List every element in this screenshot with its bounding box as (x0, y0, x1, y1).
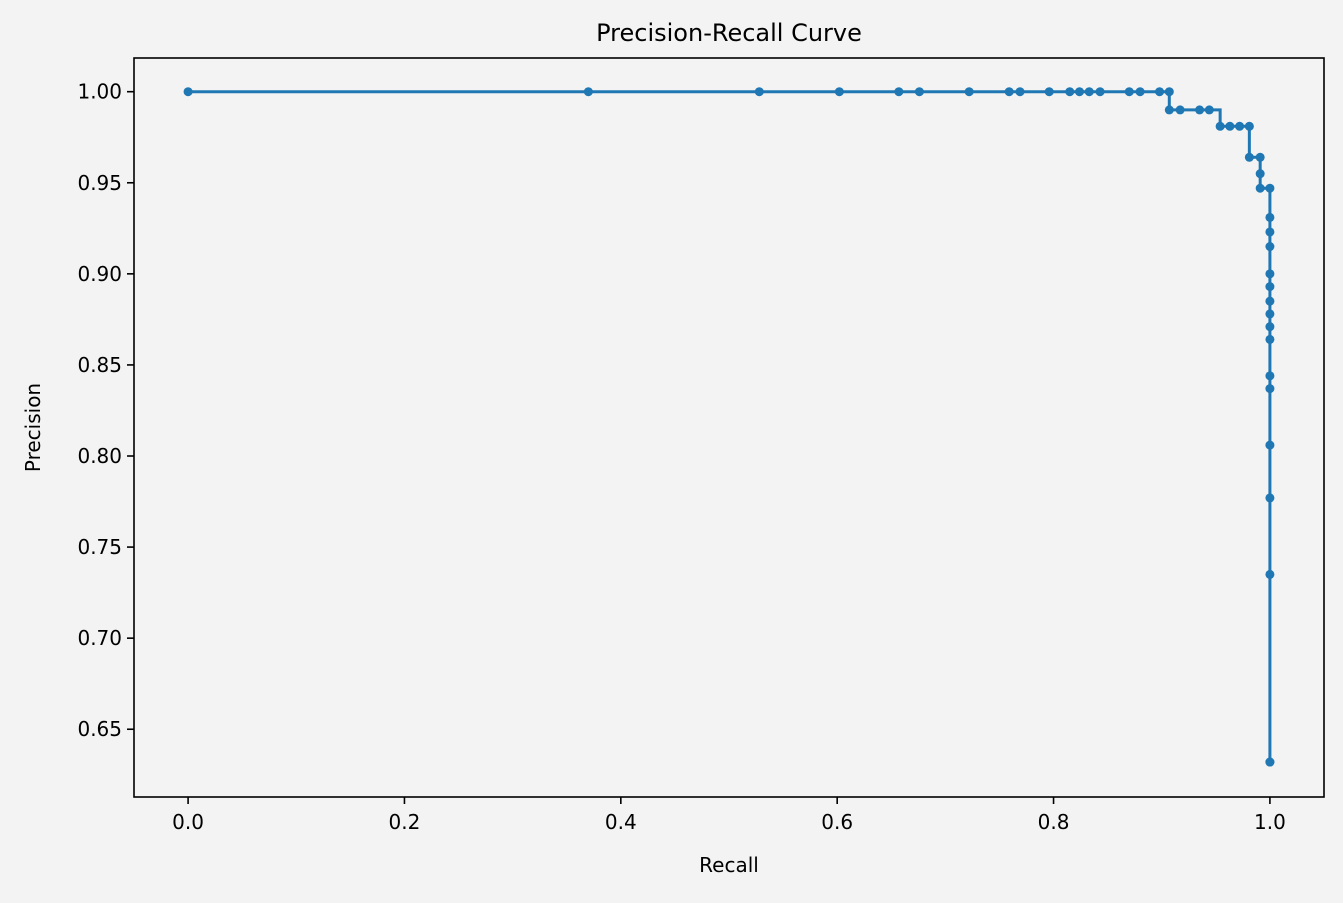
pr-curve-point (583, 87, 593, 97)
pr-curve-point (894, 87, 904, 97)
pr-curve-point (1155, 87, 1165, 97)
pr-curve-point (1004, 87, 1014, 97)
x-tick-label: 1.0 (1254, 810, 1286, 834)
pr-curve-point (1265, 371, 1275, 381)
pr-curve-point (1265, 384, 1275, 394)
pr-curve-point (1044, 87, 1054, 97)
chart-title: Precision-Recall Curve (596, 19, 862, 47)
pr-curve-point (1215, 121, 1225, 131)
pr-curve-point (1095, 87, 1105, 97)
y-tick-label: 0.70 (77, 626, 122, 650)
pr-curve-point (914, 87, 924, 97)
pr-curve-point (1175, 105, 1185, 115)
pr-curve-point (1265, 282, 1275, 292)
pr-curve-point (1265, 269, 1275, 279)
pr-curve-point (183, 87, 193, 97)
pr-curve-point (1225, 121, 1235, 131)
pr-curve-point (1195, 105, 1205, 115)
x-tick-label: 0.0 (172, 810, 204, 834)
x-tick-label: 0.8 (1038, 810, 1070, 834)
pr-curve-point (1084, 87, 1094, 97)
pr-curve-point (1164, 87, 1174, 97)
y-tick-label: 1.00 (77, 80, 122, 104)
pr-curve-point (1265, 212, 1275, 222)
pr-curve-point (1265, 757, 1275, 767)
pr-curve-point (1265, 227, 1275, 237)
plot-area-background (134, 58, 1324, 797)
y-tick-label: 0.90 (77, 262, 122, 286)
pr-curve-point (1135, 87, 1145, 97)
x-tick-label: 0.6 (821, 810, 853, 834)
pr-curve-point (1265, 322, 1275, 332)
y-axis-ticks: 0.65 0.70 0.75 0.80 0.85 0.90 0.95 1.00 (77, 80, 134, 741)
y-tick-label: 0.95 (77, 171, 122, 195)
pr-curve-point (834, 87, 844, 97)
x-axis-ticks: 0.0 0.2 0.4 0.6 0.8 1.0 (172, 797, 1286, 834)
x-tick-label: 0.2 (389, 810, 421, 834)
pr-curve-point (1265, 569, 1275, 579)
pr-curve-point (1164, 105, 1174, 115)
pr-curve-point (1265, 334, 1275, 344)
pr-curve-point (1265, 309, 1275, 319)
pr-curve-point (1265, 440, 1275, 450)
pr-curve-point (1255, 169, 1265, 179)
pr-curve-point (1124, 87, 1134, 97)
curve-layer (183, 87, 1275, 767)
pr-curve-point (754, 87, 764, 97)
pr-curve-point (1244, 152, 1254, 162)
y-tick-label: 0.75 (77, 535, 122, 559)
pr-curve-point (1244, 121, 1254, 131)
x-axis-title: Recall (699, 853, 759, 877)
pr-curve-point (1255, 183, 1265, 193)
pr-curve-point (1255, 152, 1265, 162)
y-tick-label: 0.85 (77, 353, 122, 377)
pr-curve-point (1075, 87, 1085, 97)
plot-frame (133, 57, 1325, 798)
y-axis-title: Precision (21, 383, 45, 472)
x-tick-label: 0.4 (605, 810, 637, 834)
pr-curve-point (1065, 87, 1075, 97)
pr-curve-point (1015, 87, 1025, 97)
pr-curve-point (964, 87, 974, 97)
y-tick-label: 0.65 (77, 717, 122, 741)
pr-curve-point (1265, 242, 1275, 252)
pr-curve-point (1235, 121, 1245, 131)
pr-curve-point (1204, 105, 1214, 115)
y-tick-label: 0.80 (77, 444, 122, 468)
pr-curve-point (1265, 493, 1275, 503)
pr-curve-point (1265, 296, 1275, 306)
pr-curve-point (1265, 183, 1275, 193)
